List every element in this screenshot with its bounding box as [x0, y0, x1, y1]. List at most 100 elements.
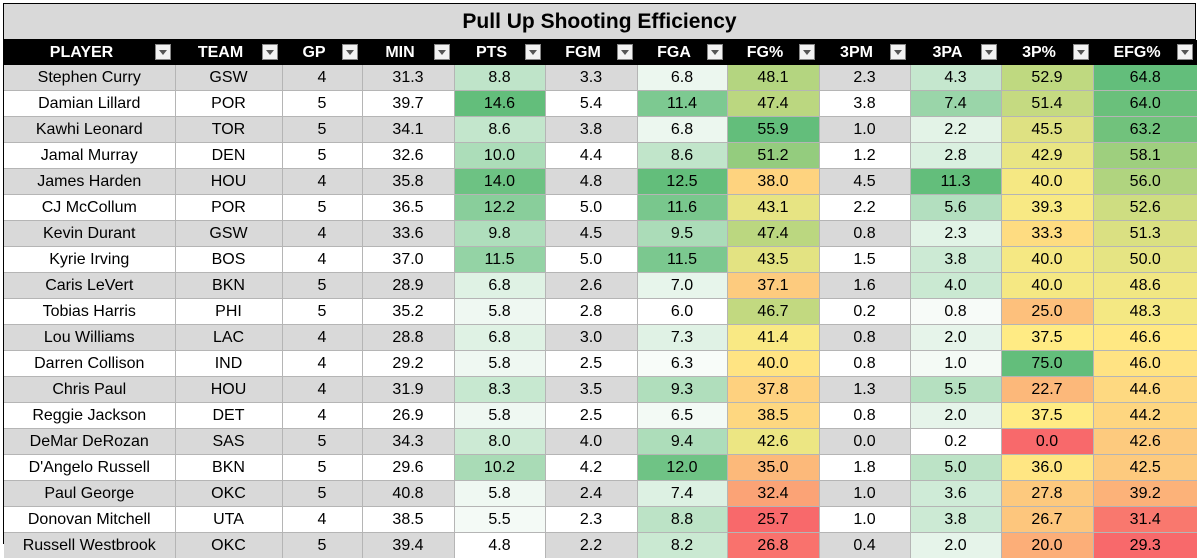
cell-min: 35.8	[362, 169, 454, 195]
cell-min: 34.1	[362, 117, 454, 143]
cell-fg: 37.8	[727, 377, 819, 403]
cell-fga: 9.3	[637, 377, 727, 403]
cell-fg: 43.5	[727, 247, 819, 273]
cell-gp: 5	[282, 91, 362, 117]
cell-efg: 63.2	[1093, 117, 1197, 143]
cell-fga: 6.8	[637, 117, 727, 143]
cell-3pa: 2.0	[910, 533, 1001, 558]
cell-efg: 42.5	[1093, 455, 1197, 481]
column-header-efg: EFG%	[1093, 40, 1197, 65]
cell-min: 37.0	[362, 247, 454, 273]
cell-fga: 12.5	[637, 169, 727, 195]
cell-3p: 20.0	[1001, 533, 1093, 558]
cell-fga: 7.0	[637, 273, 727, 299]
cell-fga: 7.3	[637, 325, 727, 351]
cell-3p: 40.0	[1001, 169, 1093, 195]
cell-pts: 5.8	[454, 403, 545, 429]
cell-min: 31.3	[362, 65, 454, 91]
cell-3p: 42.9	[1001, 143, 1093, 169]
cell-pts: 14.0	[454, 169, 545, 195]
filter-dropdown-icon[interactable]	[262, 44, 278, 60]
cell-efg: 46.6	[1093, 325, 1197, 351]
cell-gp: 5	[282, 429, 362, 455]
cell-pts: 5.5	[454, 507, 545, 533]
cell-player: D'Angelo Russell	[4, 455, 175, 481]
filter-dropdown-icon[interactable]	[617, 44, 633, 60]
cell-gp: 4	[282, 65, 362, 91]
cell-3pa: 2.0	[910, 325, 1001, 351]
cell-3p: 75.0	[1001, 351, 1093, 377]
cell-fga: 7.4	[637, 481, 727, 507]
cell-fgm: 2.4	[545, 481, 637, 507]
column-header-gp: GP	[282, 40, 362, 65]
cell-pts: 14.6	[454, 91, 545, 117]
cell-player: Kevin Durant	[4, 221, 175, 247]
filter-dropdown-icon[interactable]	[342, 44, 358, 60]
cell-team: IND	[175, 351, 282, 377]
cell-gp: 5	[282, 143, 362, 169]
cell-player: Darren Collison	[4, 351, 175, 377]
cell-gp: 4	[282, 169, 362, 195]
cell-3p: 39.3	[1001, 195, 1093, 221]
cell-fgm: 5.0	[545, 195, 637, 221]
cell-gp: 4	[282, 325, 362, 351]
cell-efg: 64.0	[1093, 91, 1197, 117]
filter-dropdown-icon[interactable]	[1177, 44, 1193, 60]
filter-dropdown-icon[interactable]	[525, 44, 541, 60]
cell-fg: 41.4	[727, 325, 819, 351]
cell-min: 40.8	[362, 481, 454, 507]
cell-player: Russell Westbrook	[4, 533, 175, 558]
cell-fga: 6.5	[637, 403, 727, 429]
cell-team: PHI	[175, 299, 282, 325]
cell-fgm: 5.0	[545, 247, 637, 273]
cell-efg: 56.0	[1093, 169, 1197, 195]
cell-fg: 37.1	[727, 273, 819, 299]
cell-gp: 4	[282, 403, 362, 429]
cell-3p: 37.5	[1001, 325, 1093, 351]
cell-fg: 35.0	[727, 455, 819, 481]
cell-gp: 5	[282, 533, 362, 558]
filter-dropdown-icon[interactable]	[799, 44, 815, 60]
cell-fgm: 4.2	[545, 455, 637, 481]
filter-dropdown-icon[interactable]	[155, 44, 171, 60]
cell-fgm: 3.8	[545, 117, 637, 143]
filter-dropdown-icon[interactable]	[1073, 44, 1089, 60]
cell-min: 39.7	[362, 91, 454, 117]
cell-fga: 6.0	[637, 299, 727, 325]
cell-3pa: 4.3	[910, 65, 1001, 91]
cell-fgm: 2.2	[545, 533, 637, 558]
cell-min: 28.8	[362, 325, 454, 351]
cell-gp: 4	[282, 377, 362, 403]
filter-dropdown-icon[interactable]	[981, 44, 997, 60]
cell-fga: 8.6	[637, 143, 727, 169]
column-header-fga: FGA	[637, 40, 727, 65]
column-header-label: GP	[302, 44, 325, 61]
filter-dropdown-icon[interactable]	[707, 44, 723, 60]
filter-dropdown-icon[interactable]	[890, 44, 906, 60]
cell-efg: 48.3	[1093, 299, 1197, 325]
cell-3p: 22.7	[1001, 377, 1093, 403]
cell-fgm: 2.3	[545, 507, 637, 533]
cell-3pa: 5.6	[910, 195, 1001, 221]
cell-fgm: 4.0	[545, 429, 637, 455]
cell-player: Caris LeVert	[4, 273, 175, 299]
cell-pts: 6.8	[454, 273, 545, 299]
cell-fga: 8.2	[637, 533, 727, 558]
cell-pts: 8.0	[454, 429, 545, 455]
cell-fgm: 4.8	[545, 169, 637, 195]
cell-min: 31.9	[362, 377, 454, 403]
cell-3pa: 2.3	[910, 221, 1001, 247]
cell-3pm: 1.0	[819, 117, 910, 143]
cell-3p: 40.0	[1001, 247, 1093, 273]
cell-3pa: 4.0	[910, 273, 1001, 299]
cell-efg: 50.0	[1093, 247, 1197, 273]
filter-dropdown-icon[interactable]	[434, 44, 450, 60]
column-header-3pm: 3PM	[819, 40, 910, 65]
